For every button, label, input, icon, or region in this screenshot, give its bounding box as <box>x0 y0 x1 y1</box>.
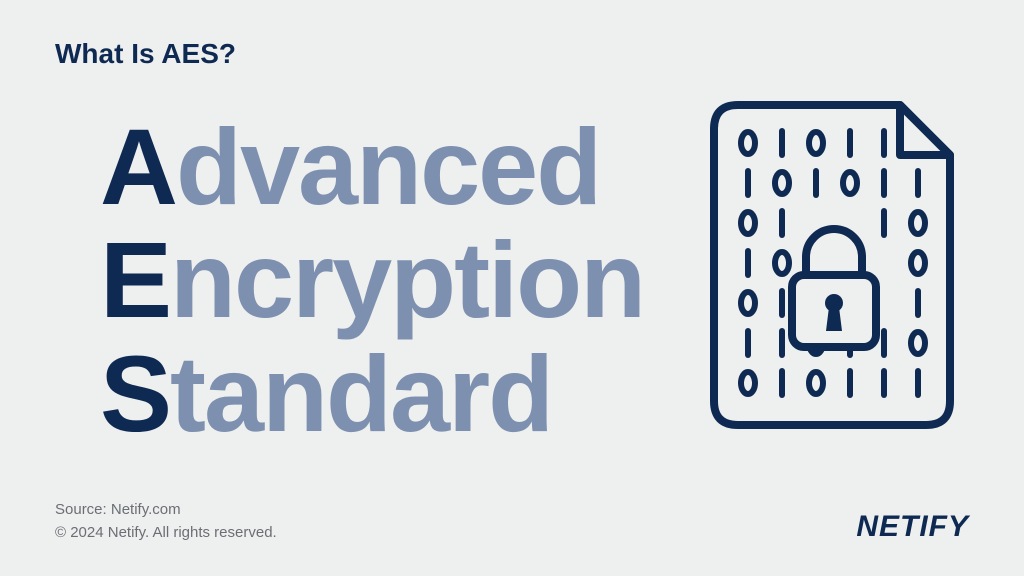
acronym-rest: tandard <box>170 333 552 454</box>
acronym-rest: dvanced <box>176 106 600 227</box>
acronym-initial: E <box>100 219 170 340</box>
infographic-canvas: What Is AES? Advanced Encryption Standar… <box>0 0 1024 576</box>
footer-source: Source: Netify.com <box>55 499 277 522</box>
brand-logo: NETIFY <box>856 510 969 544</box>
acronym-initial: S <box>100 333 170 454</box>
acronym-block: Advanced Encryption Standard <box>100 110 644 450</box>
encrypted-file-icon <box>704 95 964 435</box>
page-title: What Is AES? <box>55 38 236 70</box>
footer-copyright: © 2024 Netify. All rights reserved. <box>55 522 277 545</box>
footer: Source: Netify.com © 2024 Netify. All ri… <box>55 499 277 544</box>
acronym-line-advanced: Advanced <box>100 110 644 223</box>
acronym-line-standard: Standard <box>100 337 644 450</box>
acronym-line-encryption: Encryption <box>100 223 644 336</box>
acronym-rest: ncryption <box>170 219 644 340</box>
acronym-initial: A <box>100 106 176 227</box>
